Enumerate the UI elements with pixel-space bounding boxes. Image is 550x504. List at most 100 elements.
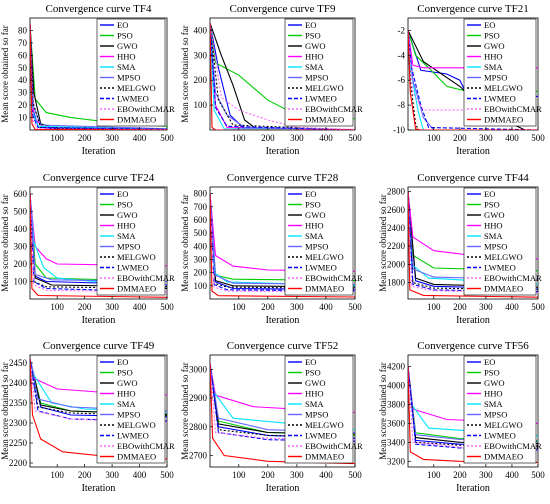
- x-tick-label: 200: [261, 470, 275, 480]
- legend-label: EO: [117, 357, 128, 367]
- legend-label: MELGWO: [484, 420, 523, 430]
- y-axis-label: Mean score obtained so far: [0, 25, 10, 122]
- y-tick-label: 40: [18, 75, 28, 85]
- chart-title: Convergence curve TF9: [230, 3, 336, 15]
- legend-label: GWO: [305, 378, 326, 388]
- y-tick-label: 70: [18, 38, 28, 48]
- legend-label: PSO: [117, 31, 133, 41]
- y-axis-label: Mean score obtained so far: [180, 362, 190, 459]
- legend-label: LWMEO: [117, 431, 149, 441]
- legend-label: GWO: [484, 210, 505, 220]
- series-line-ebowithcmar: [210, 193, 355, 293]
- chart-panel-6: Convergence curve TF44 100 200 300 400 500 180…: [378, 172, 545, 326]
- y-tick-label: 2900: [189, 393, 208, 403]
- y-tick-label: 2200: [9, 458, 28, 468]
- legend-label: EBOwithCMAR: [117, 104, 175, 114]
- y-tick-label: 50: [18, 63, 28, 73]
- x-tick-label: 100: [232, 133, 246, 143]
- y-tick-label: 2350: [9, 398, 28, 408]
- y-tick-label: 400: [14, 224, 28, 234]
- legend-label: GWO: [305, 210, 326, 220]
- x-tick-label: 500: [348, 470, 362, 480]
- y-tick-label: -6: [398, 75, 406, 85]
- y-tick-label: 2800: [189, 422, 208, 432]
- legend-label: HHO: [117, 52, 136, 62]
- x-tick-label: 200: [78, 302, 92, 312]
- y-tick-label: 60: [18, 50, 28, 60]
- legend-label: GWO: [305, 41, 326, 51]
- chart-title: Convergence curve TF21: [417, 3, 528, 15]
- y-tick-label: 2300: [9, 418, 28, 428]
- x-tick-label: 100: [427, 302, 441, 312]
- legend-label: EBOwithCMAR: [117, 273, 175, 283]
- legend-label: EBOwithCMAR: [117, 441, 175, 451]
- chart-title: Convergence curve TF49: [43, 340, 155, 352]
- x-axis-label: Iteration: [82, 146, 116, 157]
- legend-label: PSO: [484, 31, 500, 41]
- x-axis-label: Iteration: [82, 483, 116, 494]
- legend-label: DMMAEO: [305, 284, 344, 294]
- legend-label: HHO: [117, 389, 136, 399]
- legend: EOPSOGWOHHOSMAMPSOMELGWOLWMEOEBOwithCMAR…: [463, 187, 542, 296]
- legend: EOPSOGWOHHOSMAMPSOMELGWOLWMEOEBOwithCMAR…: [96, 187, 175, 296]
- legend-box: [96, 18, 166, 127]
- legend-box: [284, 355, 354, 464]
- legend-label: EO: [117, 20, 128, 30]
- y-tick-label: -8: [398, 100, 406, 110]
- legend-label: HHO: [484, 52, 503, 62]
- x-tick-label: 200: [261, 133, 275, 143]
- legend: EOPSOGWOHHOSMAMPSOMELGWOLWMEOEBOwithCMAR…: [284, 355, 363, 464]
- legend-label: MPSO: [305, 242, 328, 252]
- legend-label: PSO: [305, 368, 321, 378]
- legend-label: MPSO: [484, 410, 507, 420]
- y-tick-label: 10: [18, 113, 28, 123]
- legend-label: PSO: [305, 31, 321, 41]
- legend-box: [284, 18, 354, 127]
- x-axis-label: Iteration: [456, 483, 490, 494]
- legend-label: MELGWO: [305, 83, 344, 93]
- x-tick-label: 500: [160, 470, 174, 480]
- legend-label: SMA: [305, 399, 324, 409]
- legend-label: MELGWO: [484, 83, 523, 93]
- legend-label: SMA: [305, 62, 324, 72]
- legend-label: EBOwithCMAR: [305, 273, 363, 283]
- legend-label: EO: [484, 189, 495, 199]
- y-tick-label: 700: [194, 202, 208, 212]
- y-tick-label: 2400: [9, 378, 28, 388]
- y-tick-label: 3800: [387, 399, 406, 409]
- chart-title: Convergence curve TF44: [417, 172, 529, 184]
- legend-label: SMA: [117, 62, 136, 72]
- legend: EOPSOGWOHHOSMAMPSOMELGWOLWMEOEBOwithCMAR…: [284, 187, 363, 296]
- chart-panel-7: Convergence curve TF49 100 200 300 400 500 220…: [0, 340, 175, 494]
- x-tick-label: 300: [105, 133, 119, 143]
- legend-label: PSO: [305, 200, 321, 210]
- chart-title: Convergence curve TF56: [417, 340, 529, 352]
- x-tick-label: 200: [453, 470, 467, 480]
- legend-label: EBOwithCMAR: [484, 104, 542, 114]
- series-line-hho: [30, 193, 167, 267]
- chart-panel-8: Convergence curve TF52 100 200 300 400 500 270…: [180, 340, 363, 494]
- x-tick-label: 400: [319, 302, 333, 312]
- legend-label: DMMAEO: [305, 452, 344, 462]
- y-tick-label: 3000: [189, 364, 208, 374]
- x-tick-label: 300: [105, 302, 119, 312]
- legend-label: LWMEO: [484, 431, 516, 441]
- x-axis-label: Iteration: [456, 146, 490, 157]
- y-tick-label: 200: [194, 268, 208, 278]
- y-tick-label: 3600: [387, 418, 406, 428]
- y-tick-label: 100: [14, 277, 28, 287]
- y-tick-label: 100: [194, 281, 208, 291]
- legend-label: SMA: [484, 231, 503, 241]
- legend-label: LWMEO: [117, 263, 149, 273]
- x-tick-label: 400: [319, 470, 333, 480]
- legend-label: GWO: [117, 41, 138, 51]
- chart-panel-9: Convergence curve TF56 100 200 300 400 500 320…: [378, 340, 545, 494]
- legend-label: MPSO: [305, 410, 328, 420]
- x-axis-label: Iteration: [456, 315, 490, 326]
- y-tick-label: -4: [398, 50, 406, 60]
- series-line-dmmaeo: [30, 24, 167, 130]
- legend-label: EO: [117, 189, 128, 199]
- chart-title: Convergence curve TF4: [46, 3, 152, 15]
- legend: EOPSOGWOHHOSMAMPSOMELGWOLWMEOEBOwithCMAR…: [96, 18, 175, 127]
- series-line-lwmeo: [408, 191, 538, 293]
